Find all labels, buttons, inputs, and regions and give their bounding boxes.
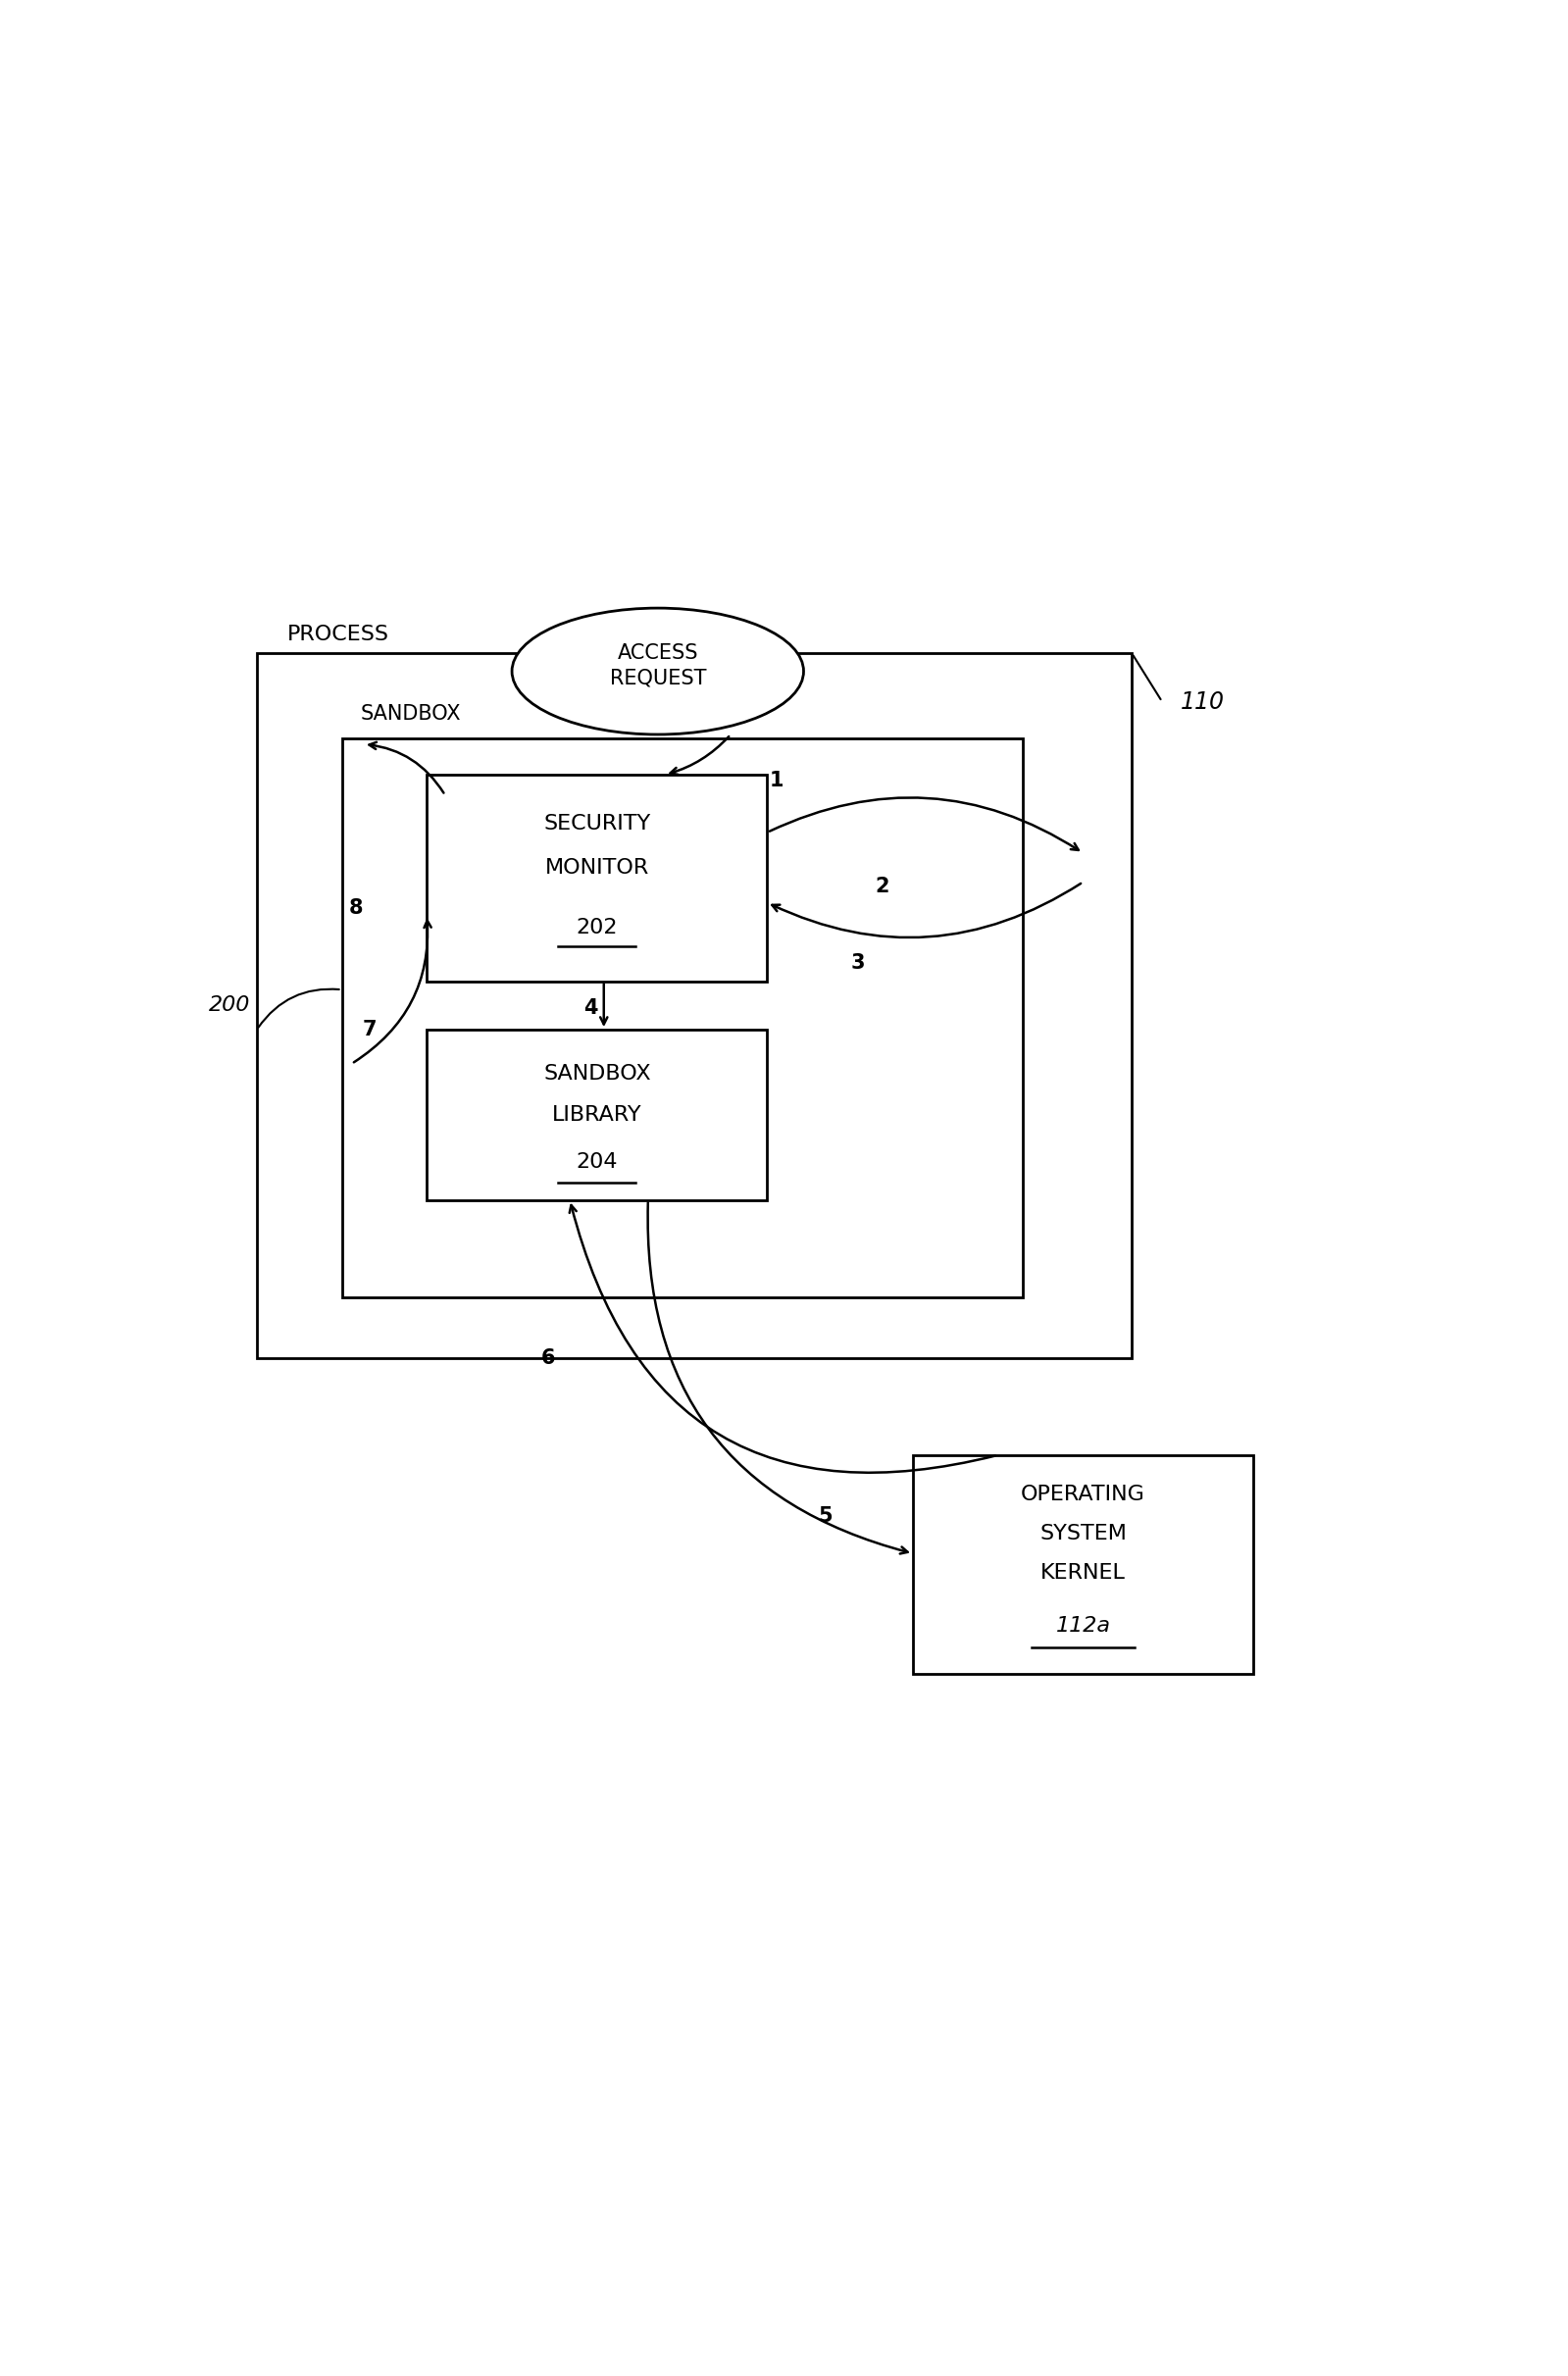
Text: 204: 204 xyxy=(575,1152,618,1171)
FancyBboxPatch shape xyxy=(426,775,767,981)
FancyBboxPatch shape xyxy=(426,1029,767,1200)
Text: 6: 6 xyxy=(541,1347,555,1369)
Text: OPERATING: OPERATING xyxy=(1021,1485,1145,1504)
Text: MONITOR: MONITOR xyxy=(546,858,649,877)
Text: SANDBOX: SANDBOX xyxy=(543,1064,651,1083)
Text: SECURITY: SECURITY xyxy=(544,815,651,834)
FancyArrowPatch shape xyxy=(601,984,607,1024)
Text: ACCESS
REQUEST: ACCESS REQUEST xyxy=(610,644,706,687)
Text: LIBRARY: LIBRARY xyxy=(552,1105,641,1124)
Text: 3: 3 xyxy=(851,953,866,972)
Text: PROCESS: PROCESS xyxy=(287,625,389,644)
Text: SANDBOX: SANDBOX xyxy=(361,703,461,725)
FancyArrowPatch shape xyxy=(648,1202,908,1554)
Text: 200: 200 xyxy=(209,996,251,1015)
Text: 7: 7 xyxy=(362,1019,376,1041)
FancyArrowPatch shape xyxy=(354,920,431,1062)
Text: 202: 202 xyxy=(575,917,618,936)
FancyArrowPatch shape xyxy=(569,1205,996,1473)
FancyBboxPatch shape xyxy=(257,653,1132,1357)
Text: 5: 5 xyxy=(818,1506,833,1525)
Text: KERNEL: KERNEL xyxy=(1041,1563,1126,1582)
Text: SYSTEM: SYSTEM xyxy=(1040,1523,1127,1544)
FancyArrowPatch shape xyxy=(770,798,1079,851)
FancyArrowPatch shape xyxy=(671,737,729,775)
Text: 1: 1 xyxy=(770,770,784,791)
FancyBboxPatch shape xyxy=(913,1454,1253,1673)
Ellipse shape xyxy=(513,608,804,734)
Text: 4: 4 xyxy=(583,998,597,1017)
FancyArrowPatch shape xyxy=(771,884,1080,939)
FancyArrowPatch shape xyxy=(368,741,444,794)
Text: 2: 2 xyxy=(875,877,889,896)
Text: 112a: 112a xyxy=(1055,1616,1110,1635)
Text: 8: 8 xyxy=(350,898,364,917)
Text: 110: 110 xyxy=(1181,689,1225,713)
FancyBboxPatch shape xyxy=(342,739,1022,1297)
